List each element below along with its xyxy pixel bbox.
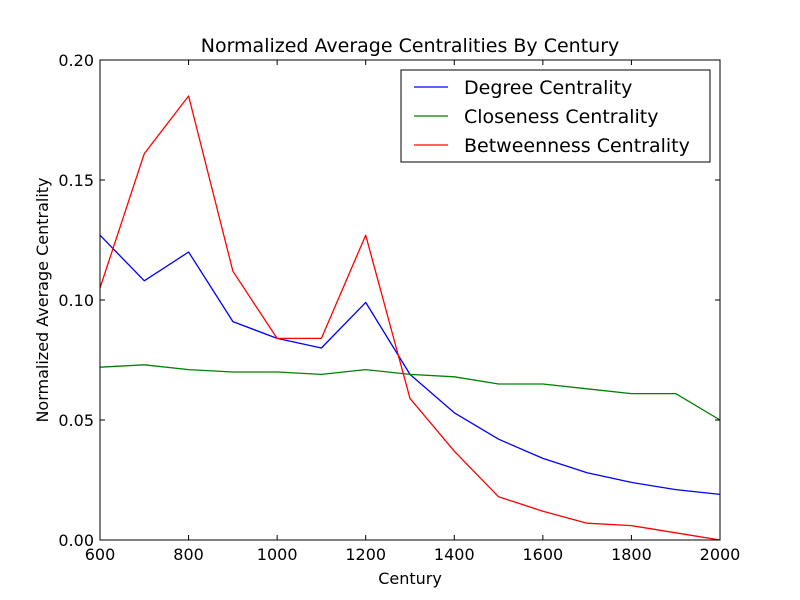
x-tick-label: 1000 <box>257 545 298 564</box>
x-tick-label: 600 <box>85 545 116 564</box>
x-tick-label: 800 <box>173 545 204 564</box>
legend-label-2: Closeness Centrality <box>464 106 658 128</box>
x-axis-label: Century <box>378 569 442 588</box>
x-tick-label: 1400 <box>434 545 475 564</box>
series-layer <box>99 95 721 541</box>
y-tick-label: 0.20 <box>58 51 94 70</box>
x-tick-label: 1200 <box>345 545 386 564</box>
series-line-3 <box>99 95 721 541</box>
y-tick-label: 0.15 <box>58 171 94 190</box>
legend-label-3: Betweenness Centrality <box>464 135 690 157</box>
series-line-2 <box>99 364 721 421</box>
ticks-layer: 600 800 1000 1200 1400 1600 1800 2000 0.00 0.05 0.… <box>58 51 740 564</box>
y-tick-label: 0.05 <box>58 411 94 430</box>
legend-box <box>400 69 711 163</box>
x-tick-label: 1600 <box>522 545 563 564</box>
chart-title: Normalized Average Centralities By Centu… <box>201 35 620 57</box>
y-axis-label: Normalized Average Centrality <box>33 177 52 422</box>
legend: Degree Centrality Closeness Centrality Bet… <box>400 69 711 163</box>
x-tick-label: 2000 <box>700 545 741 564</box>
legend-label-1: Degree Centrality <box>464 77 632 99</box>
y-tick-label: 0.00 <box>58 531 94 550</box>
x-tick-label: 1800 <box>611 545 652 564</box>
y-tick-label: 0.10 <box>58 291 94 310</box>
